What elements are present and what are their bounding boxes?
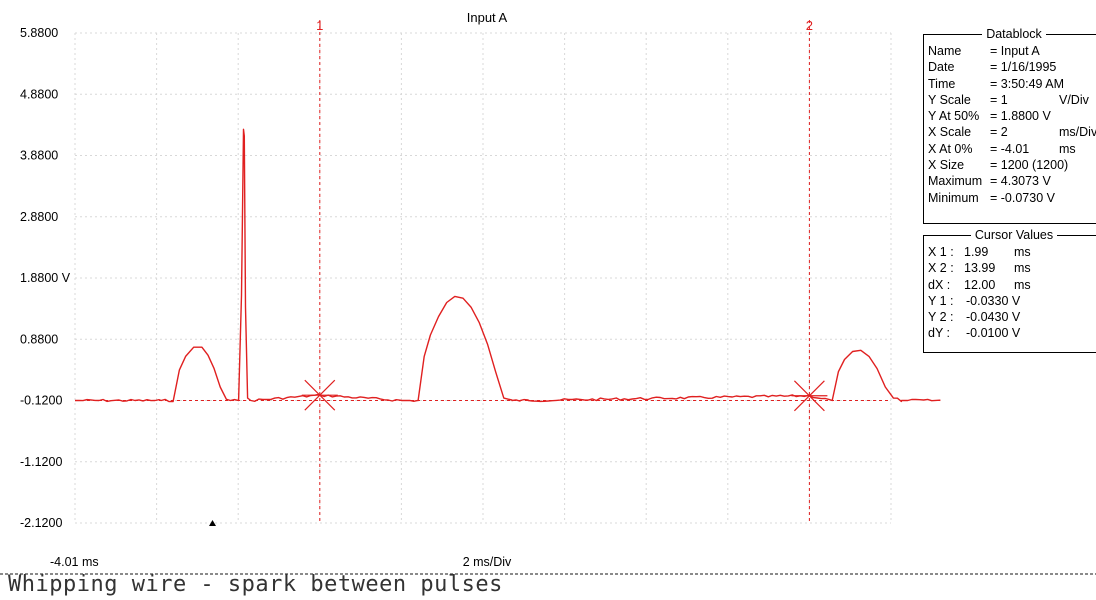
cursor-value-unit: ms	[1014, 245, 1031, 259]
y-tick-label: -1.1200	[20, 455, 62, 469]
chart-title: Input A	[467, 10, 508, 25]
cursor-values-title: Cursor Values	[970, 228, 1058, 242]
cursor-value: -0.0330 V	[966, 293, 1021, 308]
datablock-key: Time	[928, 76, 956, 91]
x-start-label: -4.01 ms	[50, 555, 99, 569]
small-marker-icon	[209, 520, 216, 526]
datablock-row: X Size = 1200 (1200)	[924, 157, 1096, 173]
datablock-value: = -4.01	[990, 141, 1030, 156]
datablock-key: Date	[928, 60, 955, 75]
cursor-value: 13.99	[964, 261, 996, 276]
y-tick-label: 2.8800	[20, 210, 58, 224]
datablock-key: X Scale	[928, 125, 972, 140]
y-tick-label: 3.8800	[20, 149, 58, 163]
datablock-key: Y Scale	[928, 92, 971, 107]
cursor-value-row: Y 2 : -0.0430 V	[924, 309, 1096, 325]
cursor-value-key: dX :	[928, 277, 951, 292]
datablock-value: = 2	[990, 125, 1008, 140]
cursor-value: -0.0100 V	[966, 326, 1021, 341]
datablock-key: X At 0%	[928, 141, 973, 156]
datablock-row: Maximum = 4.3073 V	[924, 173, 1096, 189]
datablock-title: Datablock	[982, 27, 1046, 41]
datablock-unit: ms/Div	[1059, 125, 1096, 140]
cursor-value-row: dX : 12.00 ms	[924, 277, 1096, 293]
y-tick-label: 5.8800	[20, 26, 58, 40]
cursor-value-row: Y 1 : -0.0330 V	[924, 293, 1096, 309]
datablock-key: Y At 50%	[928, 109, 980, 124]
cursor-value-unit: ms	[1014, 277, 1031, 292]
y-tick-label: -2.1200	[20, 516, 62, 530]
x-scale-label: 2 ms/Div	[463, 555, 512, 569]
datablock-value: = 1.8800 V	[990, 109, 1051, 124]
datablock-value: = 4.3073 V	[990, 174, 1051, 189]
cursor-value-key: X 2 :	[928, 261, 954, 276]
cursor-value-key: X 1 :	[928, 245, 954, 259]
caption: Whipping wire - spark between pulses	[8, 572, 503, 597]
cursor-value-key: Y 1 :	[928, 293, 954, 308]
cursor-values-panel: Cursor Values X 1 :1.99 ms X 2 :13.99 ms dX …	[923, 228, 1096, 353]
cursor-value-row: dY : -0.0100 V	[924, 325, 1096, 341]
y-tick-label: 4.8800	[20, 87, 58, 101]
datablock-unit: ms	[1059, 141, 1076, 156]
trace-line	[75, 128, 941, 403]
datablock-panel: Datablock Name = Input A Date = 1/16/1995 Ti…	[923, 27, 1096, 224]
datablock-key: Maximum	[928, 174, 983, 189]
chart-grid	[74, 32, 892, 524]
cursor-value: -0.0430 V	[966, 310, 1021, 325]
cursor-value-unit: ms	[1014, 261, 1031, 276]
datablock-value: = 1	[990, 92, 1008, 107]
cursor-value-row: X 1 : 1.99 ms	[924, 244, 1096, 260]
datablock-value: = 1/16/1995	[990, 60, 1057, 75]
y-axis-labels: 5.8800 4.8800 3.8800 2.8800 1.8800 V 0.8800 -0…	[20, 26, 71, 530]
y-tick-label: -0.1200	[20, 394, 62, 408]
datablock-row: Name = Input A	[924, 43, 1096, 59]
datablock-value: = 1200 (1200)	[990, 158, 1069, 173]
datablock-value: = Input A	[990, 44, 1040, 58]
datablock-row: X At 0% = -4.01 ms	[924, 141, 1096, 157]
datablock-row: Y Scale = 1 V/Div	[924, 92, 1096, 108]
datablock-key: Name	[928, 44, 962, 58]
datablock-row: Y At 50% = 1.8800 V	[924, 108, 1096, 124]
datablock-row: Date = 1/16/1995	[924, 59, 1096, 75]
cursor-value: 12.00	[964, 277, 996, 292]
datablock-unit: V/Div	[1059, 92, 1089, 107]
cursor-value-row: X 2 : 13.99 ms	[924, 260, 1096, 276]
cursor-value-key: Y 2 :	[928, 310, 954, 325]
datablock-row: Minimum = -0.0730 V	[924, 190, 1096, 206]
datablock-value: = -0.0730 V	[990, 190, 1055, 205]
cursor-value: 1.99	[964, 245, 989, 259]
y-tick-label: 0.8800	[20, 332, 58, 346]
cursor-label-2: 2	[806, 18, 813, 33]
datablock-row: X Scale = 2 ms/Div	[924, 124, 1096, 140]
datablock-row: Time = 3:50:49 AM	[924, 76, 1096, 92]
datablock-key: X Size	[928, 158, 965, 173]
datablock-key: Minimum	[928, 190, 979, 205]
y-tick-label: 1.8800 V	[20, 271, 71, 285]
datablock-value: = 3:50:49 AM	[990, 76, 1065, 91]
cursor-value-key: dY :	[928, 326, 951, 341]
cursor-label-1: 1	[316, 18, 323, 33]
trace-layer	[75, 128, 941, 403]
